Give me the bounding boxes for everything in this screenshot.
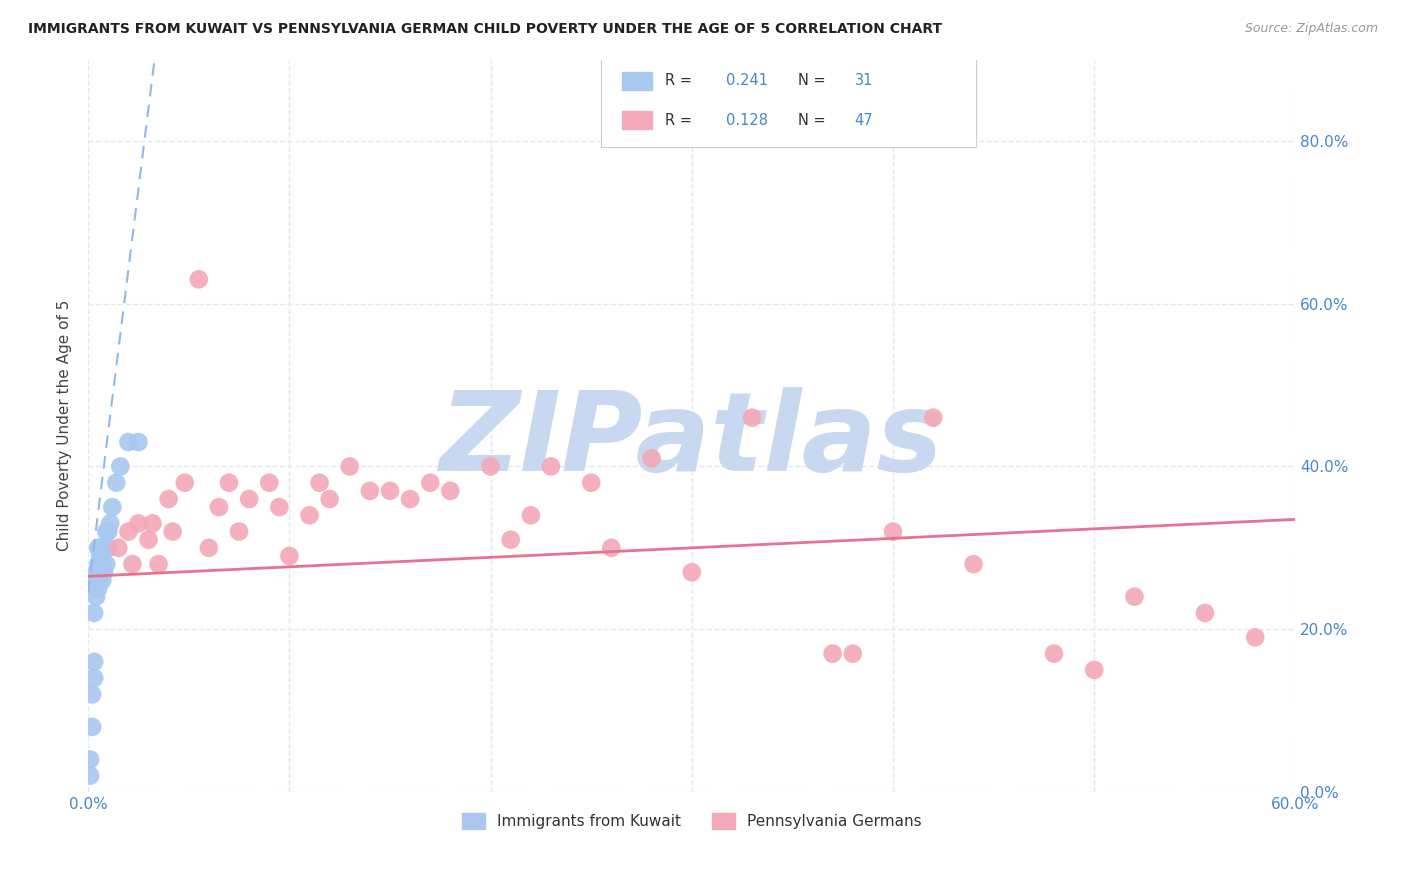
Point xyxy=(84,566,107,580)
Point xyxy=(1244,631,1267,645)
Point xyxy=(82,687,104,701)
Point xyxy=(91,574,114,588)
Point xyxy=(110,459,132,474)
Point xyxy=(98,516,121,531)
Point xyxy=(117,435,139,450)
Point xyxy=(82,720,104,734)
Point xyxy=(83,671,105,685)
Point xyxy=(97,524,120,539)
Bar xyxy=(621,112,652,129)
Point xyxy=(93,541,115,555)
Point xyxy=(378,483,401,498)
Point xyxy=(238,491,260,506)
Point xyxy=(499,533,522,547)
Point xyxy=(269,500,291,515)
Point xyxy=(208,500,231,515)
Point xyxy=(681,566,703,580)
Point xyxy=(962,557,984,571)
Point xyxy=(89,566,111,580)
Text: N =: N = xyxy=(799,112,831,128)
Text: 0.241: 0.241 xyxy=(725,73,768,88)
Text: R =: R = xyxy=(665,112,697,128)
Point xyxy=(89,549,111,563)
Point xyxy=(96,524,118,539)
Point xyxy=(741,410,763,425)
Text: ZIPatlas: ZIPatlas xyxy=(440,387,943,494)
Point xyxy=(148,557,170,571)
Point xyxy=(1123,590,1146,604)
Point xyxy=(640,451,662,466)
Point xyxy=(83,655,105,669)
Text: R =: R = xyxy=(665,73,697,88)
Point xyxy=(318,491,340,506)
Point xyxy=(91,557,114,571)
Point xyxy=(97,541,120,555)
Legend: Immigrants from Kuwait, Pennsylvania Germans: Immigrants from Kuwait, Pennsylvania Ger… xyxy=(456,807,928,836)
Point xyxy=(127,516,149,531)
Point xyxy=(84,590,107,604)
Text: IMMIGRANTS FROM KUWAIT VS PENNSYLVANIA GERMAN CHILD POVERTY UNDER THE AGE OF 5 C: IMMIGRANTS FROM KUWAIT VS PENNSYLVANIA G… xyxy=(28,22,942,37)
Point xyxy=(79,769,101,783)
Point xyxy=(87,541,110,555)
Point xyxy=(298,508,321,523)
Point xyxy=(842,647,865,661)
Text: N =: N = xyxy=(799,73,831,88)
Point xyxy=(107,541,129,555)
Point xyxy=(821,647,844,661)
Point xyxy=(479,459,502,474)
Point xyxy=(922,410,945,425)
Text: 47: 47 xyxy=(855,112,873,128)
Point xyxy=(198,541,221,555)
Point xyxy=(83,606,105,620)
Point xyxy=(520,508,543,523)
Point xyxy=(138,533,160,547)
Point xyxy=(218,475,240,490)
Point xyxy=(187,272,209,286)
Point xyxy=(87,582,110,596)
Point xyxy=(93,566,115,580)
Point xyxy=(579,475,602,490)
Point xyxy=(157,491,180,506)
Point xyxy=(1083,663,1105,677)
Point xyxy=(600,541,623,555)
Point xyxy=(127,435,149,450)
Text: 31: 31 xyxy=(855,73,873,88)
Point xyxy=(339,459,361,474)
Text: Source: ZipAtlas.com: Source: ZipAtlas.com xyxy=(1244,22,1378,36)
Point xyxy=(173,475,195,490)
Point xyxy=(359,483,381,498)
Point xyxy=(1043,647,1066,661)
Point xyxy=(257,475,280,490)
Point xyxy=(308,475,330,490)
Point xyxy=(162,524,184,539)
Point xyxy=(84,574,107,588)
Point xyxy=(882,524,904,539)
Point xyxy=(399,491,422,506)
Point xyxy=(105,475,128,490)
Point xyxy=(121,557,143,571)
Bar xyxy=(621,71,652,90)
Point xyxy=(89,541,111,555)
Point xyxy=(419,475,441,490)
Point xyxy=(91,541,114,555)
Point xyxy=(79,752,101,766)
FancyBboxPatch shape xyxy=(602,56,976,147)
Point xyxy=(87,557,110,571)
Point xyxy=(228,524,250,539)
Point xyxy=(141,516,163,531)
Y-axis label: Child Poverty Under the Age of 5: Child Poverty Under the Age of 5 xyxy=(58,300,72,551)
Point xyxy=(439,483,461,498)
Point xyxy=(1194,606,1216,620)
Point xyxy=(540,459,562,474)
Point xyxy=(117,524,139,539)
Point xyxy=(278,549,301,563)
Point xyxy=(96,557,118,571)
Text: 0.128: 0.128 xyxy=(725,112,768,128)
Point xyxy=(101,500,124,515)
